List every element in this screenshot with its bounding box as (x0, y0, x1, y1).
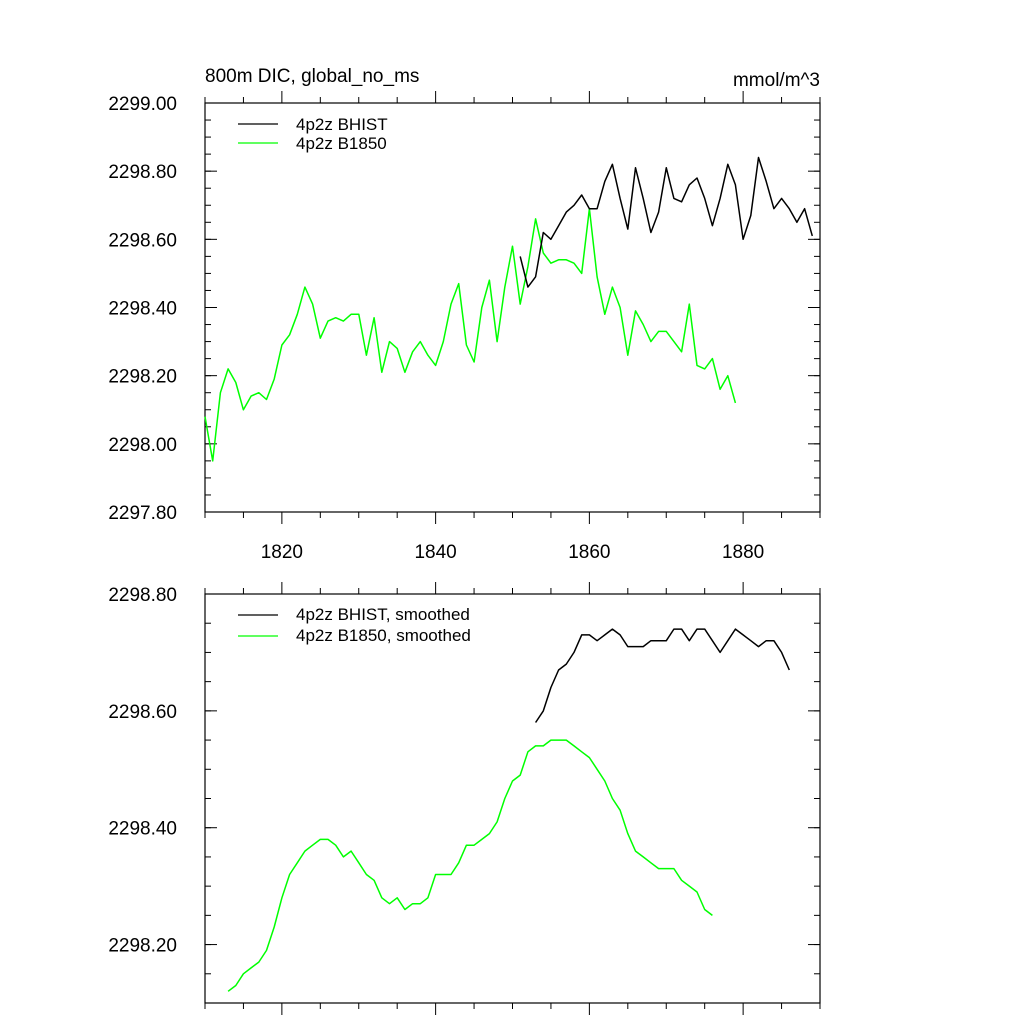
y-tick-label: 2298.40 (108, 819, 177, 840)
y-tick-label: 2297.80 (108, 503, 177, 524)
x-tick-label: 1820 (261, 542, 303, 563)
series-line-4p2z-bhist-smoothed (534, 628, 790, 723)
y-tick-label: 2298.40 (108, 299, 177, 320)
y-tick-label: 2299.00 (108, 94, 177, 115)
plot-frame (204, 593, 821, 1004)
tick-labels: 1820 1840 1860 1880 2297.80 2298.00 2298.20 229… (108, 94, 764, 563)
series-line-4p2z-b1850 (204, 207, 737, 462)
legend-label-b1850-smoothed: 4p2z B1850, smoothed (296, 626, 471, 645)
y-tick-label: 2298.20 (108, 936, 177, 957)
legend-label-bhist-smoothed: 4p2z BHIST, smoothed (296, 605, 470, 624)
tick-marks (204, 582, 821, 1015)
y-tick-label: 2298.80 (108, 585, 177, 606)
series-line-4p2z-b1850-smoothed (227, 739, 713, 992)
series-lines (204, 156, 814, 462)
y-tick-label: 2298.60 (108, 230, 177, 251)
y-tick-label: 2298.60 (108, 702, 177, 723)
bottom-panel: 2298.20 2298.40 2298.60 2298.80 4p2z BHIST,… (108, 582, 821, 1015)
x-tick-label: 1880 (722, 542, 764, 563)
units-label: mmol/m^3 (733, 70, 820, 91)
tick-marks (204, 91, 821, 524)
top-panel: 800m DIC, global_no_ms mmol/m^3 1820 1840… (108, 66, 821, 563)
legend: 4p2z BHIST, smoothed 4p2z B1850, smoothe… (238, 605, 471, 645)
y-tick-label: 2298.00 (108, 435, 177, 456)
y-tick-label: 2298.20 (108, 367, 177, 388)
x-tick-label: 1840 (414, 542, 456, 563)
legend-label-bhist: 4p2z BHIST (296, 115, 388, 134)
tick-labels: 2298.20 2298.40 2298.60 2298.80 (108, 585, 177, 957)
legend: 4p2z BHIST 4p2z B1850 (238, 115, 388, 153)
series-line-4p2z-bhist (519, 156, 814, 288)
y-tick-label: 2298.80 (108, 162, 177, 183)
series-lines (227, 628, 790, 992)
legend-label-b1850: 4p2z B1850 (296, 134, 387, 153)
chart-title: 800m DIC, global_no_ms (205, 66, 419, 87)
x-tick-label: 1860 (568, 542, 610, 563)
